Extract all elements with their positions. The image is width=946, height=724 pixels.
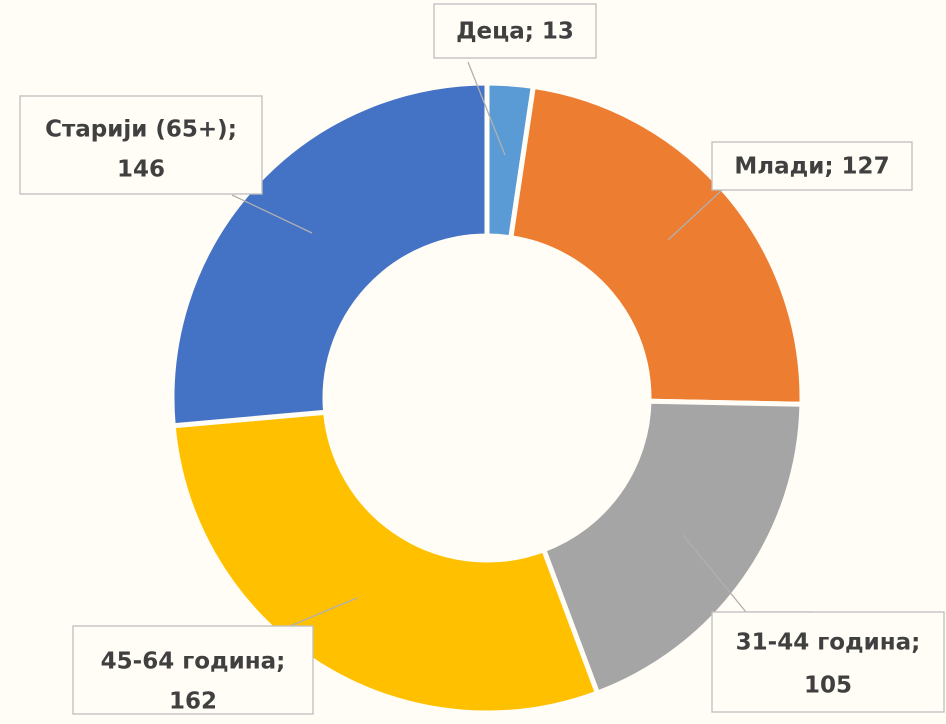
data-label: 45-64 година; <box>101 649 286 675</box>
data-label: Млади; 127 <box>734 154 889 180</box>
leader-line <box>231 194 313 234</box>
slice <box>540 398 805 697</box>
slice <box>169 80 490 429</box>
label-box <box>72 625 314 715</box>
slice <box>170 409 601 716</box>
leader-line <box>667 189 723 241</box>
leader-line <box>467 61 506 156</box>
label-box <box>19 95 263 195</box>
slice <box>508 83 805 407</box>
data-label: 146 <box>117 157 165 183</box>
data-label: Старији (65+); <box>45 117 237 143</box>
leader-line <box>289 597 358 627</box>
data-label: Деца; 13 <box>456 19 574 45</box>
data-label: 105 <box>804 673 852 699</box>
data-label: 162 <box>169 689 217 715</box>
label-box <box>433 3 597 59</box>
label-box <box>711 611 945 713</box>
label-box <box>711 141 913 191</box>
data-label: 31-44 година; <box>736 630 921 656</box>
donut <box>169 80 805 716</box>
